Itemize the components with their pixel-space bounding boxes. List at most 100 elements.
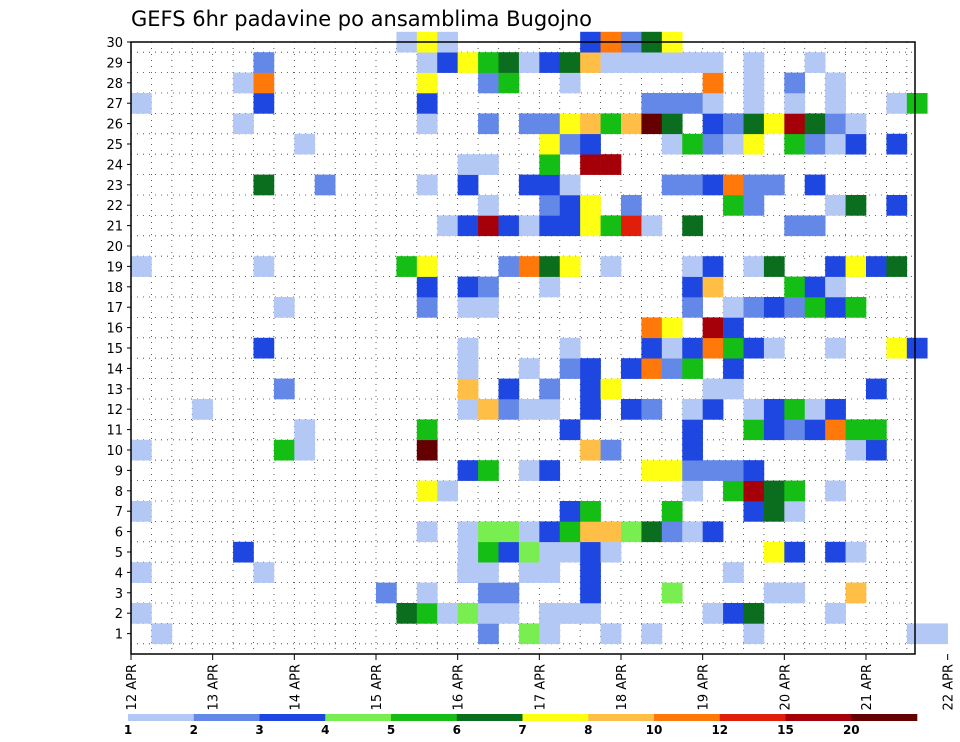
- heatmap-cell: [478, 52, 499, 73]
- heatmap-cell: [825, 113, 846, 135]
- heatmap-cell: [457, 358, 479, 379]
- y-tick-label: 6: [115, 526, 123, 541]
- legend-label: 2: [190, 723, 198, 737]
- heatmap-cell: [804, 174, 826, 196]
- heatmap-cell: [478, 582, 499, 604]
- heatmap-cell: [886, 133, 908, 155]
- heatmap-cell: [621, 215, 642, 237]
- y-tick-label: 21: [106, 220, 123, 235]
- heatmap-cell: [804, 297, 826, 318]
- heatmap-cell: [641, 337, 663, 359]
- heatmap-cell: [580, 439, 601, 461]
- heatmap-cell: [682, 358, 703, 379]
- heatmap-cell: [621, 399, 642, 420]
- heatmap-cell: [478, 399, 499, 420]
- heatmap-cell: [661, 93, 683, 114]
- heatmap-cell: [498, 72, 520, 94]
- heatmap-cell: [478, 623, 499, 645]
- heatmap-cell: [641, 460, 663, 481]
- heatmap-cell: [804, 399, 826, 420]
- heatmap-cell: [539, 399, 561, 420]
- heatmap-cell: [294, 419, 316, 441]
- heatmap-cell: [416, 113, 438, 135]
- color-legend: 1 2 3 4 5 6 7 8 10 12 15 20: [124, 714, 918, 737]
- legend-label: 20: [843, 723, 860, 737]
- heatmap-cell: [682, 480, 703, 502]
- heatmap-cell: [559, 256, 581, 277]
- heatmap-cell: [416, 276, 438, 298]
- y-tick-label: 12: [106, 403, 123, 418]
- heatmap-cell: [457, 399, 479, 420]
- heatmap-cell: [804, 276, 826, 298]
- heatmap-cell: [702, 603, 724, 624]
- heatmap-cell: [559, 133, 581, 155]
- legend-label: 3: [255, 723, 263, 737]
- heatmap-cell: [825, 337, 846, 359]
- heatmap-cell: [784, 93, 806, 114]
- heatmap-cell: [580, 358, 601, 379]
- heatmap-cell: [743, 195, 765, 216]
- heatmap-cell: [702, 52, 724, 73]
- heatmap-cell: [682, 133, 703, 155]
- legend-swatch: [259, 714, 326, 721]
- heatmap-cell: [641, 623, 663, 645]
- heatmap-cell: [498, 582, 520, 604]
- heatmap-cell: [641, 113, 663, 135]
- heatmap-cell: [784, 72, 806, 94]
- heatmap-cell: [702, 174, 724, 196]
- heatmap-cell: [416, 582, 438, 604]
- heatmap-cell: [661, 133, 683, 155]
- heatmap-cell: [743, 603, 765, 624]
- heatmap-cell: [131, 501, 152, 522]
- heatmap-cell: [478, 541, 499, 563]
- y-tick-labels: 1234567891011121314151617181920212223242…: [106, 36, 131, 643]
- heatmap-cell: [253, 562, 275, 583]
- heatmap-cell: [457, 521, 479, 543]
- heatmap-cell: [559, 174, 581, 196]
- heatmap-cell: [641, 52, 663, 73]
- heatmap-cell: [600, 521, 622, 543]
- heatmap-cell: [273, 297, 295, 318]
- y-tick-label: 17: [106, 301, 123, 316]
- heatmap-cell: [784, 541, 806, 563]
- heatmap-cell: [457, 562, 479, 583]
- heatmap-cell: [723, 133, 744, 155]
- heatmap-cell: [866, 378, 887, 400]
- legend-label: 7: [518, 723, 526, 737]
- heatmap-cell: [661, 460, 683, 481]
- heatmap-cell: [416, 603, 438, 624]
- heatmap-cell: [437, 215, 458, 237]
- heatmap-cell: [498, 256, 520, 277]
- y-tick-label: 26: [106, 118, 123, 133]
- heatmap-cell: [845, 419, 867, 441]
- heatmap-cell: [539, 215, 561, 237]
- heatmap-cell: [723, 378, 744, 400]
- heatmap-cell: [906, 93, 928, 114]
- heatmap-cell: [131, 439, 152, 461]
- heatmap-cell: [478, 562, 499, 583]
- heatmap-cell: [723, 358, 744, 379]
- heatmap-cell: [702, 378, 724, 400]
- heatmap-cell: [559, 521, 581, 543]
- heatmap-cell: [621, 113, 642, 135]
- heatmap-cell: [743, 256, 765, 277]
- heatmap-cell: [641, 358, 663, 379]
- heatmap-cell: [661, 337, 683, 359]
- heatmap-cell: [478, 521, 499, 543]
- heatmap-cell: [416, 439, 438, 461]
- heatmap-cell: [763, 582, 785, 604]
- legend-swatch: [719, 714, 786, 721]
- heatmap-cell: [580, 603, 601, 624]
- heatmap-cell: [151, 623, 173, 645]
- heatmap-cell: [743, 623, 765, 645]
- y-tick-label: 28: [106, 77, 123, 92]
- heatmap-cell: [478, 154, 499, 175]
- heatmap-cell: [825, 419, 846, 441]
- heatmap-cell: [743, 133, 765, 155]
- heatmap-cell: [478, 113, 499, 135]
- heatmap-cell: [702, 133, 724, 155]
- heatmap-cell: [784, 297, 806, 318]
- heatmap-cell: [518, 52, 540, 73]
- heatmap-cell: [784, 276, 806, 298]
